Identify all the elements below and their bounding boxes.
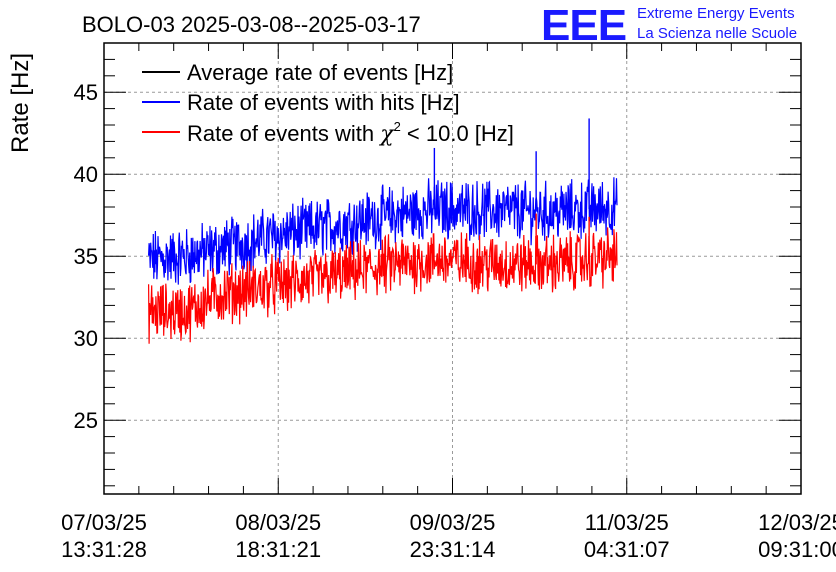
axis-ticks <box>103 43 802 494</box>
chart-title: BOLO-03 2025-03-08--2025-03-17 <box>82 12 421 37</box>
legend-label-average: Average rate of events [Hz] <box>187 60 453 85</box>
x-tick-date: 07/03/25 <box>61 510 147 535</box>
x-tick-time: 13:31:28 <box>61 537 147 562</box>
x-tick-date: 11/03/25 <box>585 510 669 535</box>
series-hits-line <box>148 177 618 285</box>
logo-line2: La Scienza nelle Scuole <box>637 25 797 42</box>
legend-chi2-prefix: Rate of events with <box>187 121 380 146</box>
logo-mark: EEE <box>541 1 626 50</box>
y-tick-label: 30 <box>74 326 98 351</box>
y-tick-label: 25 <box>74 408 98 433</box>
y-axis-label: Rate [Hz] <box>7 53 34 153</box>
plot-series <box>148 118 618 344</box>
y-tick-label: 45 <box>74 80 98 105</box>
x-tick-date: 09/03/25 <box>410 510 496 535</box>
y-tick-label: 35 <box>74 244 98 269</box>
legend-chi2-sup: 2 <box>394 119 401 134</box>
legend-chi2-suffix: < 10.0 [Hz] <box>401 121 514 146</box>
legend-label-hits: Rate of events with hits [Hz] <box>187 90 460 115</box>
x-tick-date: 08/03/25 <box>235 510 321 535</box>
x-tick-time: 09:31:00 <box>758 537 836 562</box>
legend-label-chi2: Rate of events with χ2 < 10.0 [Hz] <box>187 119 514 147</box>
chi-symbol: χ <box>378 122 395 147</box>
x-tick-time: 04:31:07 <box>584 537 670 562</box>
x-tick-time: 18:31:21 <box>235 537 321 562</box>
logo-line1: Extreme Energy Events <box>637 5 795 22</box>
series-chi2-line <box>148 227 618 344</box>
x-tick-date: 12/03/25 <box>758 510 836 535</box>
y-tick-label: 40 <box>74 162 98 187</box>
legend: Average rate of events [Hz] Rate of even… <box>142 60 514 147</box>
x-tick-time: 23:31:14 <box>410 537 496 562</box>
